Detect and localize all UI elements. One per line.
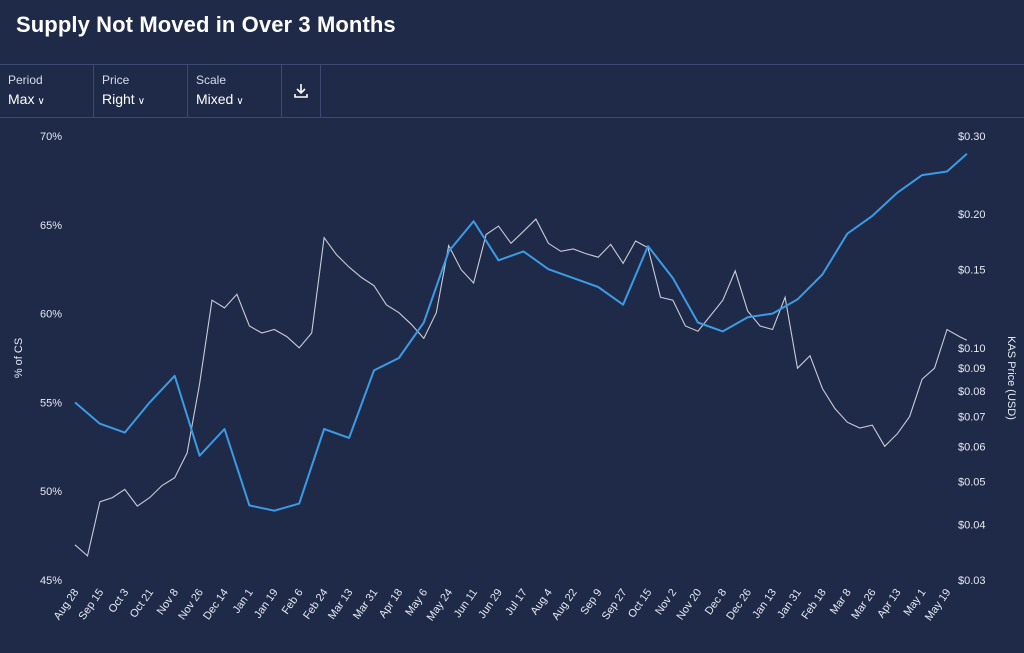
left-tick-label: 50%: [40, 486, 62, 498]
x-tick-label: Dec 26: [724, 587, 754, 622]
right-tick-label: $0.06: [958, 441, 986, 453]
x-tick-label: Jun 29: [476, 587, 505, 621]
x-tick-label: Jan 19: [252, 587, 281, 621]
x-tick-label: Sep 27: [600, 587, 630, 622]
x-tick-label: Dec 14: [201, 587, 231, 622]
right-tick-label: $0.07: [958, 412, 986, 424]
chart-area: 70%65%60%55%50%45% $0.30$0.20$0.15$0.10$…: [13, 131, 1017, 623]
right-axis-title: KAS Price (USD): [1005, 336, 1017, 420]
download-button[interactable]: [282, 65, 321, 117]
right-tick-label: $0.08: [958, 386, 986, 398]
x-tick-label: Sep 15: [77, 587, 107, 622]
period-value: Max: [8, 91, 35, 107]
download-icon: [294, 84, 308, 98]
supply-series-line: [74, 153, 968, 512]
price-dropdown[interactable]: Price Right ∨: [94, 65, 188, 117]
x-tick-label: Oct 21: [128, 587, 156, 620]
right-tick-label: $0.03: [958, 575, 986, 587]
x-tick-label: Feb 24: [301, 587, 330, 622]
x-tick-label: Oct 15: [626, 587, 654, 620]
scale-value: Mixed: [196, 91, 234, 107]
chart-title: Supply Not Moved in Over 3 Months: [16, 12, 396, 37]
period-label: Period: [8, 73, 43, 87]
x-tick-label: Mar 13: [326, 587, 355, 622]
right-tick-label: $0.04: [958, 520, 986, 532]
right-tick-label: $0.20: [958, 209, 986, 221]
x-tick-label: May 24: [425, 587, 456, 623]
right-tick-label: $0.15: [958, 265, 986, 277]
x-tick-label: Mar 31: [351, 587, 380, 622]
left-tick-label: 55%: [40, 397, 62, 409]
x-tick-label: Feb 18: [799, 587, 828, 622]
left-tick-label: 65%: [40, 220, 62, 232]
scale-label: Scale: [196, 73, 227, 87]
x-tick-label: Apr 13: [875, 587, 903, 620]
x-tick-label: Apr 18: [377, 587, 405, 620]
left-tick-label: 60%: [40, 309, 62, 321]
left-tick-label: 70%: [40, 131, 62, 143]
price-label: Price: [102, 73, 130, 87]
chevron-down-icon: ∨: [137, 96, 146, 107]
right-axis: $0.30 $0.20 $0.15 $0.10 $0.09 $0.08 $0.07 $0.06…: [958, 131, 986, 587]
x-tick-label: Aug 22: [550, 587, 580, 622]
x-tick-label: May 19: [923, 587, 954, 623]
x-tick-label: Jan 13: [750, 587, 779, 621]
right-tick-label: $0.30: [958, 131, 986, 143]
x-tick-label: Jul 17: [503, 587, 530, 618]
right-tick-label: $0.05: [958, 476, 986, 488]
x-tick-label: Mar 26: [849, 587, 878, 622]
price-series-line: [74, 218, 968, 557]
x-tick-label: Aug 28: [52, 587, 82, 622]
right-tick-label: $0.09: [958, 363, 986, 375]
right-tick-label: $0.10: [958, 343, 986, 355]
x-tick-label: Nov 20: [674, 587, 704, 622]
chevron-down-icon: ∨: [37, 96, 45, 107]
scale-dropdown[interactable]: Scale Mixed ∨: [188, 65, 282, 117]
plot-lines: [74, 153, 968, 557]
period-dropdown[interactable]: Period Max ∨: [0, 65, 94, 117]
x-tick-label: Jun 11: [452, 587, 480, 620]
chevron-down-icon: ∨: [236, 96, 244, 107]
x-tick-label: Oct 3: [106, 587, 131, 615]
x-tick-label: Nov 26: [176, 587, 206, 622]
left-tick-label: 45%: [40, 575, 62, 587]
x-tick-label: Jan 1: [231, 587, 256, 616]
price-value: Right: [102, 91, 135, 107]
left-axis: 70% 65% 60% 55% 50% 45%: [40, 131, 62, 587]
chart-toolbar: Period Max ∨ Price Right ∨ Scale Mixed ∨: [0, 64, 1024, 118]
left-axis-title: % of CS: [13, 338, 25, 378]
